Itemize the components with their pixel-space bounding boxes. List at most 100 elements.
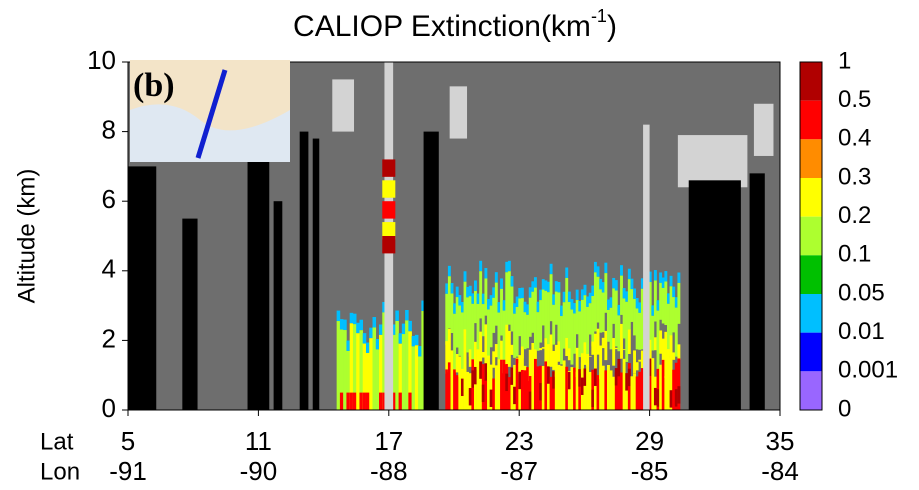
curtain-pixel	[633, 298, 636, 336]
curtain-pixel	[562, 291, 566, 303]
curtain-pixel	[528, 349, 532, 382]
lon-tick-label: -88	[370, 456, 408, 486]
curtain-pixel	[547, 366, 550, 384]
curtain-pixel	[492, 297, 496, 333]
curtain-pixel	[392, 334, 396, 410]
curtain-pixel	[677, 282, 681, 324]
curtain-pixel	[336, 310, 341, 322]
curtain-pixel	[580, 377, 584, 395]
curtain-pixel	[620, 323, 623, 359]
curtain-pixel	[588, 371, 592, 410]
curtain-pixel	[578, 311, 582, 358]
curtain-pixel	[617, 358, 621, 377]
curtain-pixel	[596, 375, 600, 410]
curtain-pixel	[526, 367, 530, 410]
curtain-pixel	[352, 324, 357, 410]
curtain-pixel	[497, 312, 501, 375]
chart-title: CALIOP Extinction(km-1)	[293, 6, 617, 43]
curtain-pixel	[375, 349, 380, 410]
curtain-pixel	[677, 386, 681, 404]
curtain-pixel	[510, 367, 514, 385]
curtain-pixel	[507, 271, 511, 325]
cloud	[677, 135, 748, 188]
curtain-pixel	[648, 282, 652, 345]
curtain-pixel	[526, 304, 530, 315]
curtain-pixel	[560, 365, 563, 410]
curtain-pixel	[473, 280, 477, 291]
colorbar-label: 0.2	[838, 202, 871, 229]
colorbar-label: 0.5	[838, 86, 871, 113]
curtain-pixel	[562, 302, 566, 349]
curtain-pixel	[591, 389, 595, 408]
curtain-pixel	[484, 363, 488, 381]
curtain-pixel	[664, 376, 668, 410]
curtain-pixel	[500, 340, 503, 364]
curtain-pixel	[352, 313, 357, 325]
curtain-pixel	[447, 265, 451, 277]
curtain-pixel	[392, 392, 396, 410]
curtain-pixel	[583, 342, 587, 365]
curtain-pixel	[336, 321, 341, 410]
curtain-pixel	[507, 377, 511, 410]
curtain-pixel	[575, 289, 579, 301]
opaque-cloud	[299, 131, 309, 410]
curtain-pixel	[536, 366, 540, 410]
curtain-pixel	[635, 376, 639, 410]
curtain-pixel	[672, 297, 676, 333]
curtain-pixel	[505, 261, 509, 273]
curtain-pixel	[487, 355, 490, 373]
curtain-pixel	[528, 287, 532, 298]
curtain-pixel	[463, 329, 467, 375]
curtain-pixel	[580, 299, 584, 357]
curtain-pixel	[502, 300, 506, 311]
curtain-pixel	[479, 260, 483, 272]
curtain-pixel	[588, 356, 592, 357]
cloud	[449, 86, 468, 139]
colorbar-segment	[800, 178, 822, 217]
curtain-pixel	[382, 312, 386, 410]
curtain-pixel	[653, 270, 657, 281]
curtain-pixel	[359, 392, 364, 410]
curtain-pixel	[492, 287, 496, 298]
curtain-pixel	[468, 285, 472, 297]
curtain-pixel	[557, 292, 561, 344]
curtain-pixel	[607, 309, 610, 342]
curtain-pixel	[468, 388, 472, 406]
curtain-pixel	[677, 344, 681, 360]
curtain-pixel	[479, 331, 483, 362]
curtain-pixel	[567, 291, 571, 303]
curtain-pixel	[369, 338, 373, 410]
curtain-pixel	[565, 337, 569, 357]
curtain-pixel	[458, 362, 462, 410]
curtain-pixel	[664, 331, 668, 378]
curtain-pixel	[630, 278, 634, 290]
curtain-pixel	[473, 290, 477, 324]
curtain-pixel	[612, 338, 616, 366]
curtain-pixel	[405, 320, 409, 410]
row-label: Lon	[40, 458, 80, 485]
curtain-pixel	[659, 282, 663, 320]
curtain-pixel	[494, 344, 498, 358]
curtain-pixel	[405, 310, 409, 321]
curtain-pixel	[418, 356, 422, 410]
curtain-pixel	[586, 353, 590, 367]
curtain-pixel	[656, 310, 660, 372]
curtain-pixel	[343, 319, 347, 331]
opaque-cloud	[273, 201, 283, 410]
title-text: CALIOP Extinction(km	[293, 10, 591, 43]
curtain-pixel	[588, 303, 592, 335]
curtain-pixel	[526, 314, 530, 349]
lon-tick-label: -87	[500, 456, 538, 486]
x-tick-label: 5	[121, 426, 135, 456]
inset-label: (b)	[133, 67, 175, 104]
opaque-cloud	[247, 152, 270, 411]
curtain-pixel	[583, 369, 587, 410]
curtain-pixel	[481, 352, 485, 358]
curtain-pixel	[669, 286, 673, 349]
curtain-pixel	[578, 369, 582, 410]
curtain-pixel	[455, 286, 459, 298]
curtain-pixel	[633, 350, 636, 374]
curtain-pixel	[612, 376, 616, 410]
curtain-pixel	[593, 368, 597, 386]
curtain-pixel	[580, 289, 584, 300]
